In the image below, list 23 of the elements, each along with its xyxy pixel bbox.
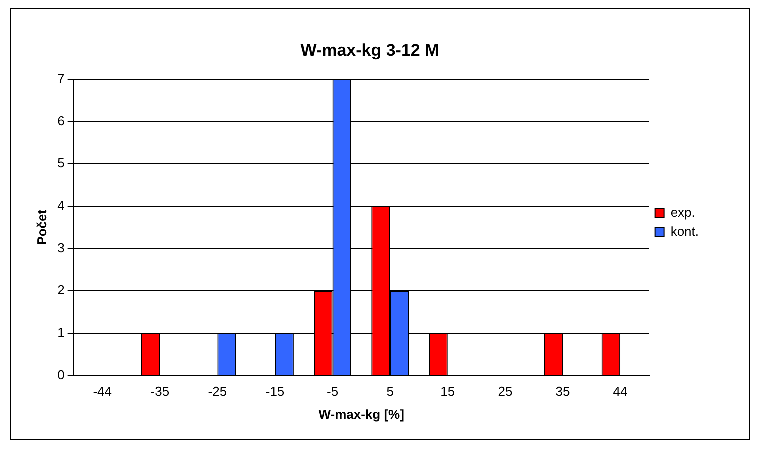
y-axis-title: Počet <box>34 209 50 246</box>
x-tick-label: -15 <box>266 384 285 400</box>
x-tick-label: -5 <box>327 384 339 400</box>
y-tick-label: 1 <box>58 325 65 340</box>
y-tick-label: 0 <box>58 367 65 382</box>
y-tick-label: 3 <box>58 240 65 256</box>
x-tick-label: -44 <box>93 384 112 400</box>
x-tick-label: 5 <box>386 384 394 400</box>
y-tick-label: 2 <box>58 282 65 298</box>
y-tick-label: 4 <box>58 198 65 214</box>
x-tick-label: 35 <box>556 384 570 400</box>
x-axis-title: W-max-kg [%] <box>318 406 404 422</box>
x-tick-label: -35 <box>150 384 170 400</box>
x-tick-label: 25 <box>498 384 513 400</box>
y-tick-label: 5 <box>58 156 65 171</box>
y-tick-label: 7 <box>58 70 65 86</box>
x-tick-label: -25 <box>208 384 228 400</box>
legend-label: kont. <box>670 224 700 240</box>
y-tick-label: 6 <box>58 113 65 128</box>
legend-label: exp. <box>670 205 696 220</box>
chart-title: W-max-kg 3-12 M <box>300 40 440 60</box>
x-tick-label: 15 <box>440 384 456 400</box>
x-tick-label: 44 <box>613 384 628 400</box>
